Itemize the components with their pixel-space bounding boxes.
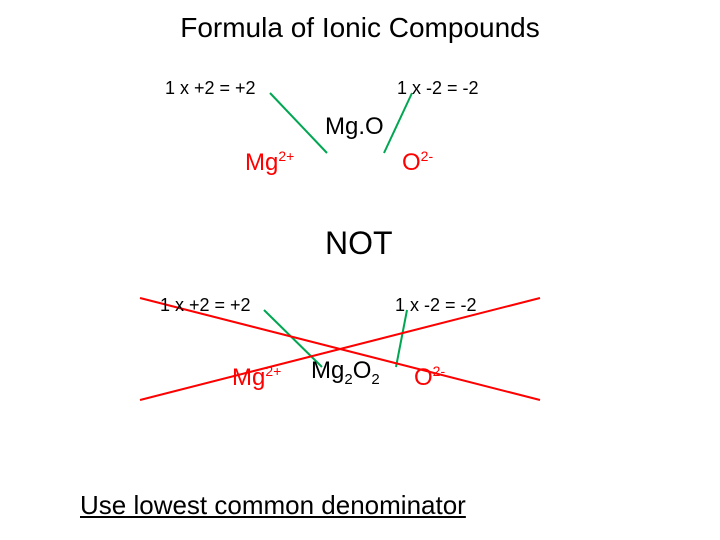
- equation-left-1: 1 x +2 = +2: [165, 78, 256, 99]
- equation-right-1: 1 x -2 = -2: [397, 78, 479, 99]
- arrow-line: [396, 310, 407, 367]
- equation-right-2: 1 x -2 = -2: [395, 295, 477, 316]
- anion-2: O2-: [414, 363, 445, 392]
- anion-1: O2-: [402, 148, 433, 177]
- compound-1: Mg.O: [325, 113, 384, 141]
- arrow-line: [384, 93, 412, 153]
- equation-left-2: 1 x +2 = +2: [160, 295, 251, 316]
- not-label: NOT: [325, 225, 393, 262]
- compound-2: Mg2O2: [311, 357, 380, 388]
- page-title: Formula of Ionic Compounds: [0, 12, 720, 44]
- arrow-line: [270, 93, 327, 153]
- diagram-lines: [0, 0, 720, 540]
- cation-1: Mg2+: [245, 148, 294, 177]
- footer-text: Use lowest common denominator: [80, 490, 466, 521]
- cation-2: Mg2+: [232, 363, 281, 392]
